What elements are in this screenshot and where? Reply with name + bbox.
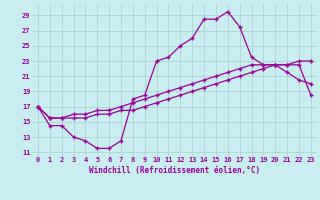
X-axis label: Windchill (Refroidissement éolien,°C): Windchill (Refroidissement éolien,°C)	[89, 166, 260, 175]
